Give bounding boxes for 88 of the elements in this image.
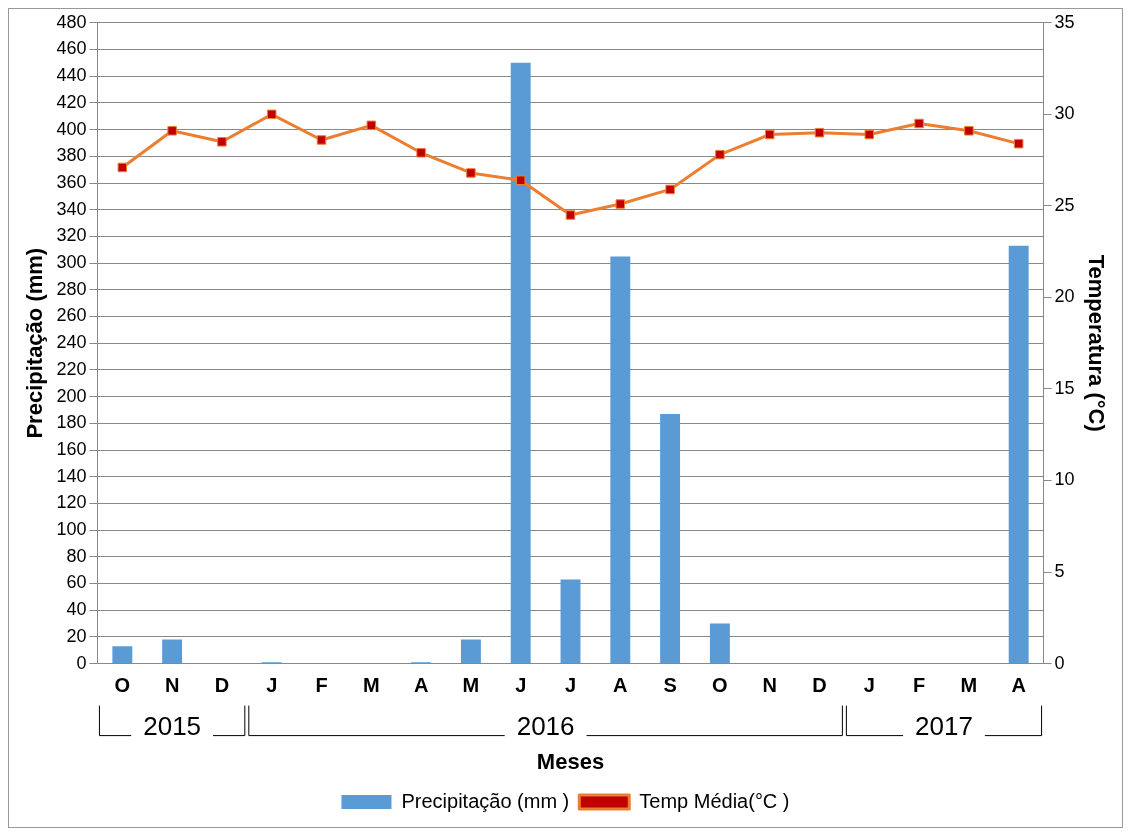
- bar: [660, 413, 681, 664]
- point: [1013, 138, 1024, 149]
- bar: [560, 579, 581, 664]
- y-tick-label: 260: [56, 305, 87, 326]
- point: [764, 129, 775, 140]
- point: [515, 175, 526, 185]
- point: [217, 137, 227, 147]
- point: [266, 109, 277, 120]
- y2-tick-label: 35: [1054, 11, 1075, 32]
- bar: [510, 62, 531, 664]
- text: 2017: [915, 710, 973, 741]
- x-tick-label: O: [114, 674, 131, 697]
- point: [665, 184, 675, 195]
- bar: [610, 256, 631, 664]
- y-tick-label: 280: [56, 278, 87, 299]
- x-tick-label: S: [663, 674, 677, 697]
- y-tick-label: 140: [56, 465, 87, 486]
- point: [914, 118, 924, 129]
- x-tick-label: D: [214, 674, 230, 697]
- y-tick-label: 340: [56, 198, 87, 219]
- x-tick-label: N: [762, 674, 777, 697]
- x-tick-label: F: [315, 674, 328, 697]
- y2-tick-label: 20: [1054, 286, 1075, 307]
- y2-tick-label: 0: [1054, 652, 1065, 673]
- y-tick-label: 360: [56, 171, 87, 192]
- x-tick-label: J: [564, 674, 577, 697]
- x-tick-label: M: [462, 674, 480, 697]
- x-tick-label: J: [515, 674, 527, 697]
- point: [615, 199, 626, 209]
- y2-tick-label: 15: [1054, 377, 1075, 398]
- y2-tick-label: 10: [1054, 469, 1075, 490]
- x-tick-label: F: [912, 674, 926, 697]
- y-tick-label: 240: [56, 332, 87, 353]
- y-tick-label: 160: [56, 438, 87, 459]
- y-tick-label: 300: [56, 252, 87, 273]
- y-tick-label: 0: [76, 652, 87, 673]
- y-tick-label: 400: [56, 118, 87, 139]
- x-axis-title: Meses: [536, 748, 605, 774]
- text: 2016: [516, 710, 575, 741]
- y-tick-label: 460: [56, 38, 87, 59]
- point: [117, 162, 128, 173]
- point: [814, 127, 825, 138]
- x-tick-label: N: [164, 674, 180, 697]
- y-tick-label: 100: [56, 519, 87, 540]
- x-tick-label: A: [1011, 674, 1026, 697]
- y2-axis-title: Temperatura (°C): [1083, 254, 1109, 432]
- y-tick-label: 40: [66, 599, 87, 620]
- y-tick-label: 320: [56, 225, 87, 246]
- y-tick-label: 480: [56, 11, 87, 32]
- point: [565, 210, 576, 220]
- x-tick-label: M: [960, 674, 978, 697]
- point: [167, 126, 177, 136]
- bar: [1008, 245, 1029, 664]
- text: 2015: [143, 710, 202, 741]
- y-tick-label: 200: [56, 385, 87, 406]
- point: [715, 149, 725, 160]
- x-tick-label: D: [812, 674, 827, 697]
- y-tick-label: 220: [56, 358, 87, 379]
- x-tick-label: A: [413, 674, 429, 697]
- y-axis-title: Precipitação (mm): [22, 247, 48, 439]
- y2-tick-label: 30: [1054, 103, 1075, 124]
- x-tick-label: O: [712, 674, 728, 697]
- point: [416, 148, 426, 158]
- x-tick-label: J: [863, 674, 875, 697]
- bar: [460, 639, 481, 664]
- point: [366, 120, 377, 131]
- bar: [112, 646, 133, 664]
- point: [466, 168, 476, 178]
- legend-label: Temp Média(°C ): [639, 789, 790, 812]
- y2-tick-label: 25: [1054, 194, 1075, 215]
- x-tick-label: A: [613, 674, 628, 697]
- point: [964, 126, 974, 136]
- y-tick-label: 120: [56, 492, 87, 513]
- y-tick-label: 440: [56, 65, 87, 86]
- bar: [162, 639, 183, 664]
- y-tick-label: 60: [66, 572, 87, 593]
- point: [316, 135, 327, 145]
- y-tick-label: 80: [66, 545, 87, 566]
- bar: [709, 623, 730, 664]
- y-tick-label: 180: [56, 412, 87, 433]
- legend-label: Precipitação (mm ): [401, 789, 570, 812]
- y-tick-label: 380: [56, 145, 87, 166]
- point: [864, 129, 875, 140]
- y2-tick-label: 5: [1054, 561, 1065, 582]
- x-tick-label: M: [362, 674, 380, 697]
- y-tick-label: 20: [66, 625, 87, 646]
- y-tick-label: 420: [56, 91, 87, 112]
- x-tick-label: J: [266, 674, 278, 697]
